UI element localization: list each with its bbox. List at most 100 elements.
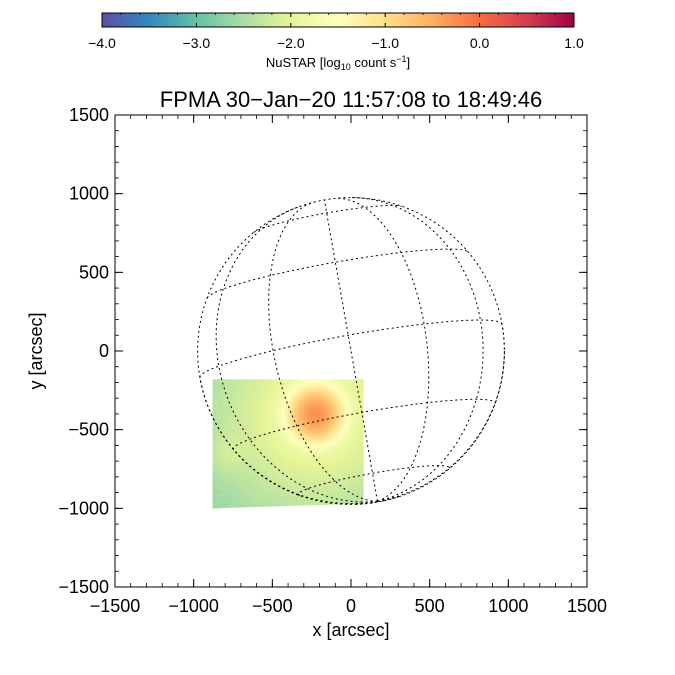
heatmap-cell bbox=[225, 467, 229, 471]
heatmap-cell bbox=[288, 473, 292, 478]
heatmap-cell bbox=[288, 420, 292, 424]
heatmap-cell bbox=[231, 432, 235, 437]
heatmap-cell bbox=[212, 420, 217, 424]
heatmap-cell bbox=[335, 457, 339, 462]
heatmap-cell bbox=[335, 483, 339, 487]
heatmap-cell bbox=[297, 385, 302, 390]
heatmap-cell bbox=[266, 382, 270, 387]
heatmap-cell bbox=[294, 391, 298, 396]
heatmap-cell bbox=[250, 429, 254, 434]
heatmap-cell bbox=[228, 410, 232, 415]
heatmap-cell bbox=[231, 439, 235, 443]
heatmap-cell bbox=[319, 461, 324, 465]
heatmap-cell bbox=[221, 489, 226, 493]
heatmap-cell bbox=[364, 452, 368, 456]
heatmap-cell bbox=[244, 498, 248, 503]
heatmap-cell bbox=[278, 489, 283, 493]
heatmap-cell bbox=[221, 401, 226, 405]
heatmap-cell bbox=[231, 492, 235, 497]
heatmap-cell bbox=[306, 407, 311, 412]
heatmap-cell bbox=[266, 492, 270, 497]
heatmap-cell bbox=[328, 461, 333, 465]
heatmap-cell bbox=[231, 476, 235, 481]
heatmap-cell bbox=[291, 451, 295, 456]
heatmap-cell bbox=[266, 454, 270, 459]
heatmap-cell bbox=[253, 382, 257, 387]
heatmap-cell bbox=[319, 401, 324, 405]
heatmap-cell bbox=[244, 410, 248, 415]
heatmap-cell bbox=[306, 467, 311, 471]
heatmap-cell bbox=[297, 382, 302, 387]
heatmap-cell bbox=[250, 480, 254, 484]
heatmap-cell bbox=[240, 470, 245, 475]
heatmap-cell bbox=[328, 391, 333, 396]
heatmap-cell bbox=[310, 398, 314, 402]
heatmap-cell bbox=[281, 398, 286, 402]
heatmap-cell bbox=[253, 451, 257, 456]
heatmap-cell bbox=[262, 426, 267, 431]
heatmap-cell bbox=[335, 451, 339, 456]
heatmap-cell bbox=[357, 457, 361, 462]
heatmap-cell bbox=[351, 439, 355, 443]
heatmap-cell bbox=[341, 495, 346, 500]
heatmap-cell bbox=[237, 457, 242, 462]
heatmap-cell bbox=[256, 467, 261, 471]
heatmap-cell bbox=[300, 505, 305, 509]
heatmap-cell bbox=[259, 448, 264, 453]
heatmap-cell bbox=[332, 388, 336, 393]
heatmap-cell bbox=[319, 467, 324, 471]
heatmap-cell bbox=[228, 473, 232, 478]
heatmap-cell bbox=[294, 445, 298, 449]
heatmap-cell bbox=[281, 439, 286, 443]
heatmap-cell bbox=[351, 470, 355, 475]
latitude-line bbox=[253, 204, 402, 233]
heatmap-cell bbox=[303, 429, 308, 434]
heatmap-cell bbox=[244, 413, 248, 418]
heatmap-cell bbox=[351, 382, 355, 387]
heatmap-cell bbox=[250, 461, 254, 465]
heatmap-cell bbox=[225, 461, 229, 465]
heatmap-cell bbox=[269, 379, 273, 380]
heatmap-cell bbox=[237, 473, 242, 478]
heatmap-cell bbox=[306, 486, 311, 490]
heatmap-cell bbox=[225, 502, 229, 506]
heatmap-cell bbox=[297, 379, 302, 380]
heatmap-cell bbox=[262, 379, 267, 383]
heatmap-cell bbox=[240, 379, 245, 380]
heatmap-cell bbox=[325, 432, 330, 437]
heatmap-cell bbox=[240, 395, 245, 399]
heatmap-cell bbox=[275, 379, 280, 380]
heatmap-cell bbox=[235, 508, 239, 512]
heatmap-cell bbox=[297, 502, 302, 506]
heatmap-cell bbox=[316, 420, 320, 424]
heatmap-cell bbox=[244, 508, 248, 512]
heatmap-cell bbox=[328, 382, 333, 387]
heatmap-cell bbox=[237, 495, 242, 500]
heatmap-cell bbox=[215, 388, 220, 393]
heatmap-cell bbox=[259, 467, 264, 471]
heatmap-cell bbox=[281, 404, 286, 409]
heatmap-cell bbox=[306, 442, 311, 446]
heatmap-cell bbox=[284, 489, 289, 493]
heatmap-cell bbox=[212, 473, 217, 478]
heatmap-cell bbox=[262, 476, 267, 481]
heatmap-cell bbox=[325, 426, 330, 431]
heatmap-cell bbox=[269, 486, 273, 490]
heatmap-cell bbox=[244, 391, 248, 396]
heatmap-cell bbox=[218, 498, 223, 503]
heatmap-cell bbox=[364, 458, 368, 462]
heatmap-cell bbox=[247, 457, 251, 462]
colorbar-tick-label: 0.0 bbox=[470, 35, 490, 51]
heatmap-cell bbox=[335, 498, 339, 503]
heatmap-cell bbox=[284, 385, 289, 390]
heatmap-cell bbox=[360, 486, 364, 490]
heatmap-cell bbox=[253, 423, 257, 427]
heatmap-cell bbox=[269, 467, 273, 471]
heatmap-cell bbox=[262, 401, 267, 405]
heatmap-cell bbox=[228, 457, 232, 462]
heatmap-cell bbox=[221, 442, 226, 446]
heatmap-cell bbox=[284, 476, 289, 481]
heatmap-cell bbox=[338, 476, 342, 481]
heatmap-cell bbox=[256, 489, 261, 493]
